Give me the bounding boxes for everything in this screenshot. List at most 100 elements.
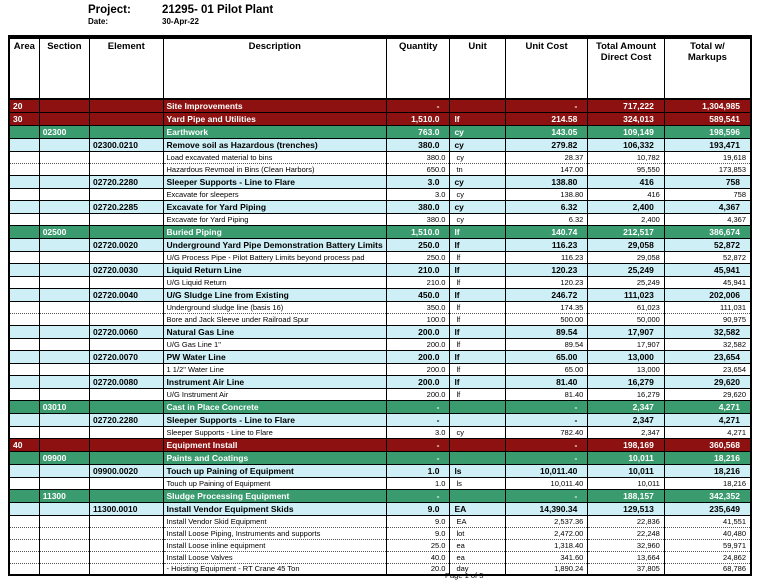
project-label: Project: xyxy=(88,4,131,16)
cell-direct_cost: 10,782 xyxy=(587,151,665,164)
cell-element xyxy=(89,213,164,226)
cell-markups: 19,618 xyxy=(663,151,752,164)
cell-section: 11300 xyxy=(38,488,91,503)
cell-unit_cost: 10,011.40 xyxy=(504,463,589,478)
cell-section xyxy=(38,199,91,214)
cell-unit_cost: 28.37 xyxy=(504,151,589,164)
element-row: 02720.0080 Instrument Air Line 200.0 lf 81.4… xyxy=(8,374,752,389)
detail-row: 1 1/2" Water Line 200.0 lf 65.00 13,000 23,65… xyxy=(8,363,752,376)
cell-quantity: 1.0 xyxy=(386,463,451,478)
cell-description: Equipment Install xyxy=(162,437,388,452)
cell-direct_cost: 212,517 xyxy=(587,224,665,239)
cell-section xyxy=(38,301,91,314)
cell-markups: 59,971 xyxy=(663,539,752,552)
cell-unit_cost: 174.35 xyxy=(504,301,589,314)
cell-section xyxy=(38,98,91,113)
cell-section xyxy=(38,501,91,516)
cell-description: Liquid Return Line xyxy=(162,262,388,277)
cell-unit: lf xyxy=(449,111,506,126)
section-row: 02500 Buried Piping 1,510.0 lf 140.74 212,517… xyxy=(8,224,752,239)
cell-unit_cost: 6.32 xyxy=(504,213,589,226)
cell-description: Install Loose Valves xyxy=(162,551,388,564)
date-line: Date: 30-Apr-22 xyxy=(88,17,273,26)
project-value: 21295- 01 Pilot Plant xyxy=(162,4,274,16)
cell-markups: 68,786 xyxy=(663,563,752,576)
detail-row: U/G Process Pipe - Pilot Battery Limits … xyxy=(8,251,752,264)
cell-direct_cost: 717,222 xyxy=(587,98,665,113)
cell-direct_cost: 25,249 xyxy=(587,262,665,277)
cell-unit_cost: 120.23 xyxy=(504,276,589,289)
cell-area xyxy=(8,450,40,465)
cell-section xyxy=(38,388,91,401)
cell-unit_cost: 116.23 xyxy=(504,251,589,264)
cell-quantity: 200.0 xyxy=(386,349,451,364)
cell-quantity: - xyxy=(386,98,451,113)
cell-description: U/G Liquid Return xyxy=(162,276,388,289)
cell-unit_cost: 279.82 xyxy=(504,137,589,152)
cell-unit: ea xyxy=(449,539,506,552)
cell-quantity: - xyxy=(386,437,451,452)
cell-area xyxy=(8,199,40,214)
cell-area xyxy=(8,551,40,564)
cell-markups: 360,568 xyxy=(663,437,752,452)
cell-direct_cost: 10,011 xyxy=(587,450,665,465)
cell-description: U/G Instrument Air xyxy=(162,388,388,401)
cell-element: 11300.0010 xyxy=(89,501,164,516)
cell-element xyxy=(89,98,164,113)
cell-unit_cost: 81.40 xyxy=(504,374,589,389)
cell-markups: 18,216 xyxy=(663,463,752,478)
area-row: 40 Equipment Install - -198,169 360,568 xyxy=(8,437,752,452)
cell-unit: cy xyxy=(449,137,506,152)
cell-element xyxy=(89,251,164,264)
cell-markups: 23,654 xyxy=(663,363,752,376)
cell-section xyxy=(38,437,91,452)
cell-unit: tn xyxy=(449,163,506,176)
cell-area xyxy=(8,163,40,176)
cell-unit_cost: 2,537.36 xyxy=(504,515,589,528)
cell-area xyxy=(8,237,40,252)
cell-element xyxy=(89,399,164,414)
cell-element xyxy=(89,527,164,540)
cell-area xyxy=(8,262,40,277)
cell-description: Sleeper Supports - Line to Flare xyxy=(162,412,388,427)
cell-direct_cost: 198,169 xyxy=(587,437,665,452)
cell-direct_cost: 95,550 xyxy=(587,163,665,176)
cell-quantity: - xyxy=(386,488,451,503)
detail-row: Underground sludge line (basis 16) 350.0 l… xyxy=(8,301,752,314)
cell-direct_cost: 10,011 xyxy=(587,463,665,478)
cell-unit_cost: - xyxy=(504,399,589,414)
cell-unit: lf xyxy=(449,388,506,401)
element-row: 02300.0210 Remove soil as Hazardous (tren… xyxy=(8,137,752,152)
cell-quantity: 100.0 xyxy=(386,313,451,326)
cell-section xyxy=(38,463,91,478)
detail-row: Hazardous Revmoal in Bins (Clean Harbors… xyxy=(8,163,752,176)
cell-unit_cost: 500.00 xyxy=(504,313,589,326)
cell-description: 1 1/2" Water Line xyxy=(162,363,388,376)
cell-markups: 29,620 xyxy=(663,388,752,401)
cell-direct_cost: 324,013 xyxy=(587,111,665,126)
cell-area xyxy=(8,527,40,540)
cell-quantity: 1,510.0 xyxy=(386,111,451,126)
cell-direct_cost: 50,000 xyxy=(587,313,665,326)
cell-area: 30 xyxy=(8,111,40,126)
cell-description: Paints and Coatings xyxy=(162,450,388,465)
cell-quantity: - xyxy=(386,412,451,427)
cell-markups: 90,975 xyxy=(663,313,752,326)
cell-area xyxy=(8,174,40,189)
cell-unit_cost: 89.54 xyxy=(504,338,589,351)
cell-area xyxy=(8,563,40,576)
cell-unit_cost: - xyxy=(504,437,589,452)
cell-description: Excavate for sleepers xyxy=(162,188,388,201)
cell-element xyxy=(89,450,164,465)
column-header-unit_cost: Unit Cost xyxy=(504,37,589,100)
cell-unit: cy xyxy=(449,426,506,439)
cell-element xyxy=(89,363,164,376)
detail-row: Load excavated material to bins 380.0 cy 28… xyxy=(8,151,752,164)
cell-quantity: 350.0 xyxy=(386,301,451,314)
cell-unit: cy xyxy=(449,151,506,164)
cell-direct_cost: 16,279 xyxy=(587,388,665,401)
column-header-direct_cost: Total Amount Direct Cost xyxy=(587,37,665,100)
cell-description: Sludge Processing Equipment xyxy=(162,488,388,503)
cell-unit_cost: - xyxy=(504,488,589,503)
cell-quantity: 1,510.0 xyxy=(386,224,451,239)
